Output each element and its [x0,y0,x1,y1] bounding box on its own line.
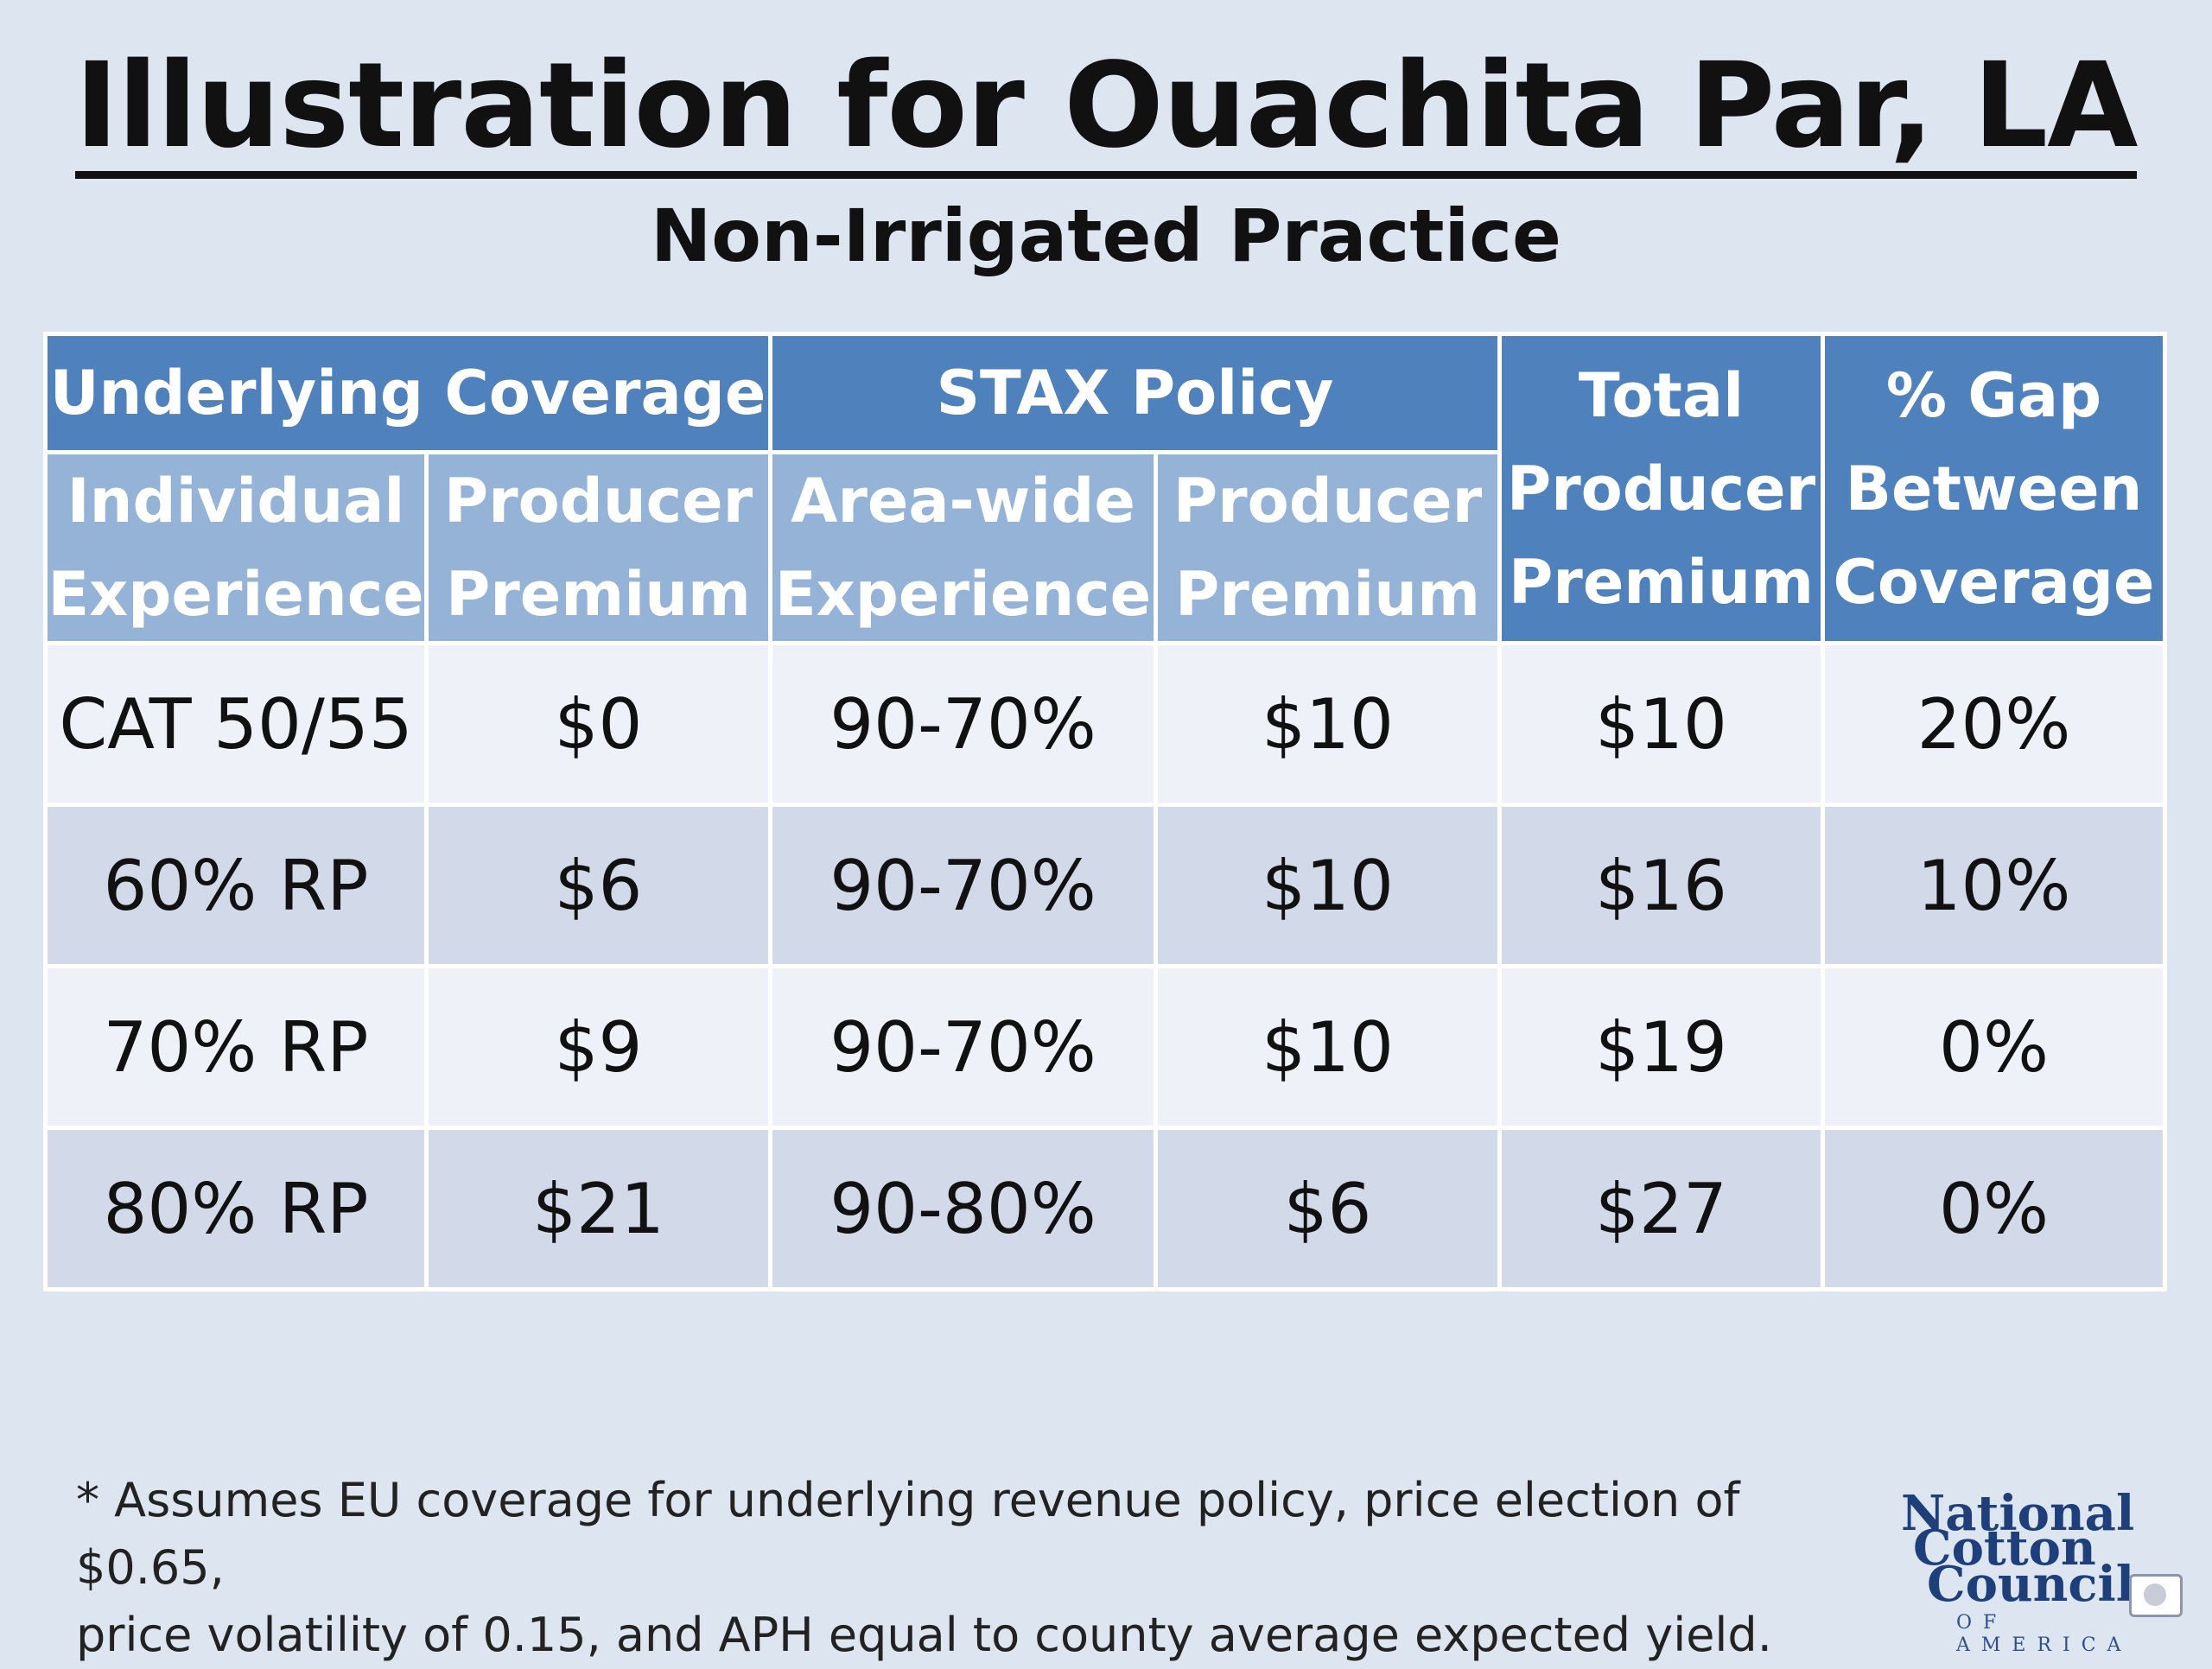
cell-areawide: 90-70% [772,807,1158,968]
cell-gap: 0% [1825,1130,2168,1291]
header-stax-premium-line2: Premium [1175,559,1481,630]
cell-total-premium: $10 [1502,645,1826,807]
coverage-table: Underlying Coverage STAX Policy Total Pr… [43,332,2168,1291]
logo-line2: Cotton [1913,1520,2096,1577]
header-individual-line1: Individual [67,466,405,536]
header-total-line2: Producer [1506,453,1816,524]
header-total-line3: Premium [1509,546,1815,618]
cell-individual: CAT 50/55 [43,645,429,807]
cell-gap: 0% [1825,968,2168,1130]
header-gap-line3: Coverage [1833,546,2155,618]
header-total-producer-premium: Total Producer Premium [1502,332,1826,645]
table-row: CAT 50/55 $0 90-70% $10 $10 20% [43,645,2168,807]
ncc-logo: National Cotton Council OF AMERICA [1892,1485,2186,1656]
header-gap-line1: % Gap [1885,359,2102,431]
cell-stax-premium: $10 [1158,807,1503,968]
header-under-premium-line2: Premium [445,559,751,630]
cell-under-premium: $6 [429,807,772,968]
cell-under-premium: $0 [429,645,772,807]
header-stax-policy: STAX Policy [772,332,1503,454]
header-gap-line2: Between [1845,453,2143,524]
table-row: 80% RP $21 90-80% $6 $27 0% [43,1130,2168,1291]
cell-areawide: 90-70% [772,645,1158,807]
header-individual-experience: Individual Experience [43,454,429,645]
header-underlying-coverage: Underlying Coverage [43,332,772,454]
cotton-seal-icon [2129,1574,2183,1617]
logo-line3: Council [1927,1556,2134,1613]
logo-line4: OF AMERICA [1956,1612,2133,1656]
footnote: * Assumes EU coverage for underlying rev… [76,1467,1873,1669]
sub-header-row: Individual Experience Producer Premium A… [43,454,2167,645]
header-areawide-line2: Experience [774,559,1152,630]
cell-gap: 10% [1825,807,2168,968]
cell-gap: 20% [1825,645,2168,807]
header-areawide-line1: Area-wide [791,466,1135,536]
group-header-row: Underlying Coverage STAX Policy Total Pr… [43,332,2168,645]
slide-subtitle: Non-Irrigated Practice [650,194,1562,278]
cell-areawide: 90-70% [772,968,1158,1130]
cell-total-premium: $16 [1502,807,1826,968]
cell-total-premium: $19 [1502,968,1826,1130]
header-under-premium-line1: Producer [443,466,753,536]
table-row: 60% RP $6 90-70% $10 $16 10% [43,807,2168,968]
cell-stax-premium: $6 [1158,1130,1503,1291]
cell-under-premium: $9 [429,968,772,1130]
header-areawide-experience: Area-wide Experience [772,454,1158,645]
footnote-line1: * Assumes EU coverage for underlying rev… [76,1473,1740,1595]
logo-line1: National [1901,1485,2135,1542]
table-row: 70% RP $9 90-70% $10 $19 0% [43,968,2168,1130]
footnote-line2: price volatility of 0.15, and APH equal … [76,1608,1772,1662]
cell-under-premium: $21 [429,1130,772,1291]
header-individual-line2: Experience [48,559,424,630]
header-gap-between-coverage: % Gap Between Coverage [1825,332,2168,645]
cell-stax-premium: $10 [1158,968,1503,1130]
header-stax-premium-line1: Producer [1173,466,1483,536]
slide-title-text: Illustration for Ouachita Par, LA [74,41,2138,179]
header-total-line1: Total [1578,359,1745,431]
cell-stax-premium: $10 [1158,645,1503,807]
header-underlying-producer-premium: Producer Premium [429,454,772,645]
cell-total-premium: $27 [1502,1130,1826,1291]
slide-title: Illustration for Ouachita Par, LA [0,33,2212,180]
cell-individual: 80% RP [43,1130,429,1291]
cell-areawide: 90-80% [772,1130,1158,1291]
cell-individual: 70% RP [43,968,429,1130]
header-stax-producer-premium: Producer Premium [1158,454,1503,645]
cell-individual: 60% RP [43,807,429,968]
